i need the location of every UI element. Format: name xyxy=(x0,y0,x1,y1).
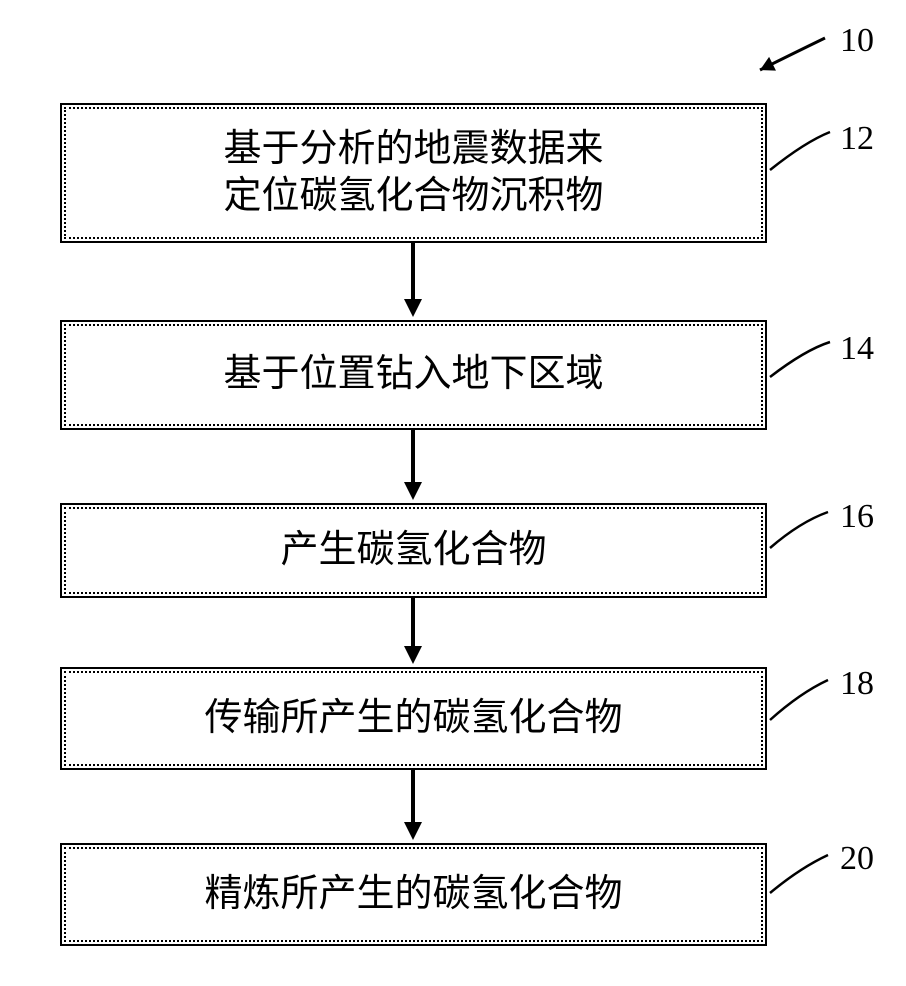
flow-box-b1: 基于分析的地震数据来定位碳氢化合物沉积物 xyxy=(60,103,767,243)
figure-ref-arrow xyxy=(746,24,839,84)
flow-box-b4: 传输所产生的碳氢化合物 xyxy=(60,667,767,770)
flow-arrow xyxy=(399,598,427,668)
leader-line xyxy=(768,340,832,379)
ref-label: 18 xyxy=(840,665,874,703)
leader-line xyxy=(768,678,830,722)
flow-box-text: 基于位置钻入地下区域 xyxy=(60,320,767,430)
flow-box-text: 传输所产生的碳氢化合物 xyxy=(60,667,767,770)
flow-box-text: 精炼所产生的碳氢化合物 xyxy=(60,843,767,946)
flow-box-b3: 产生碳氢化合物 xyxy=(60,503,767,598)
flow-arrow xyxy=(399,770,427,844)
flow-box-text: 产生碳氢化合物 xyxy=(60,503,767,598)
ref-label: 12 xyxy=(840,120,874,158)
flow-box-text: 基于分析的地震数据来定位碳氢化合物沉积物 xyxy=(60,103,767,243)
ref-label: 14 xyxy=(840,330,874,368)
flow-arrow xyxy=(399,430,427,504)
figure-ref-label: 10 xyxy=(840,22,874,60)
leader-line xyxy=(768,130,832,172)
leader-line xyxy=(768,510,830,550)
leader-line xyxy=(768,853,830,895)
ref-label: 20 xyxy=(840,840,874,878)
flow-box-b5: 精炼所产生的碳氢化合物 xyxy=(60,843,767,946)
flow-arrow xyxy=(399,243,427,321)
flow-box-b2: 基于位置钻入地下区域 xyxy=(60,320,767,430)
ref-label: 16 xyxy=(840,498,874,536)
